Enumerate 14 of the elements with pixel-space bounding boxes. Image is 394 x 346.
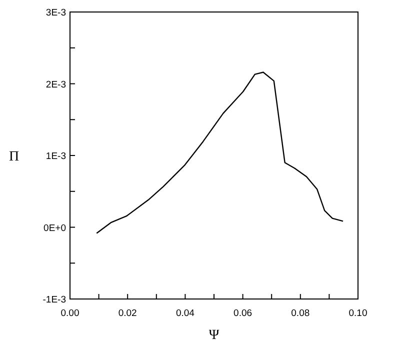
x-axis-title: Ψ: [208, 328, 220, 343]
y-tick-label: 2E-3: [46, 79, 66, 90]
x-tick-label: 0.04: [176, 308, 194, 319]
y-tick-label: 3E-3: [46, 8, 66, 18]
x-tick-label: 0.10: [348, 308, 368, 319]
y-tick-label: -1E-3: [42, 294, 66, 306]
x-tick-label: 0.02: [118, 308, 137, 319]
x-tick-label: 0.08: [291, 308, 310, 319]
y-tick-label: 1E-3: [46, 151, 66, 162]
x-tick-label: 0.00: [60, 308, 80, 319]
line-series: [96, 72, 344, 234]
y-axis-title: Π: [8, 150, 20, 164]
y-tick-label: 0E+0: [44, 222, 66, 234]
x-tick-label: 0.06: [234, 308, 252, 319]
